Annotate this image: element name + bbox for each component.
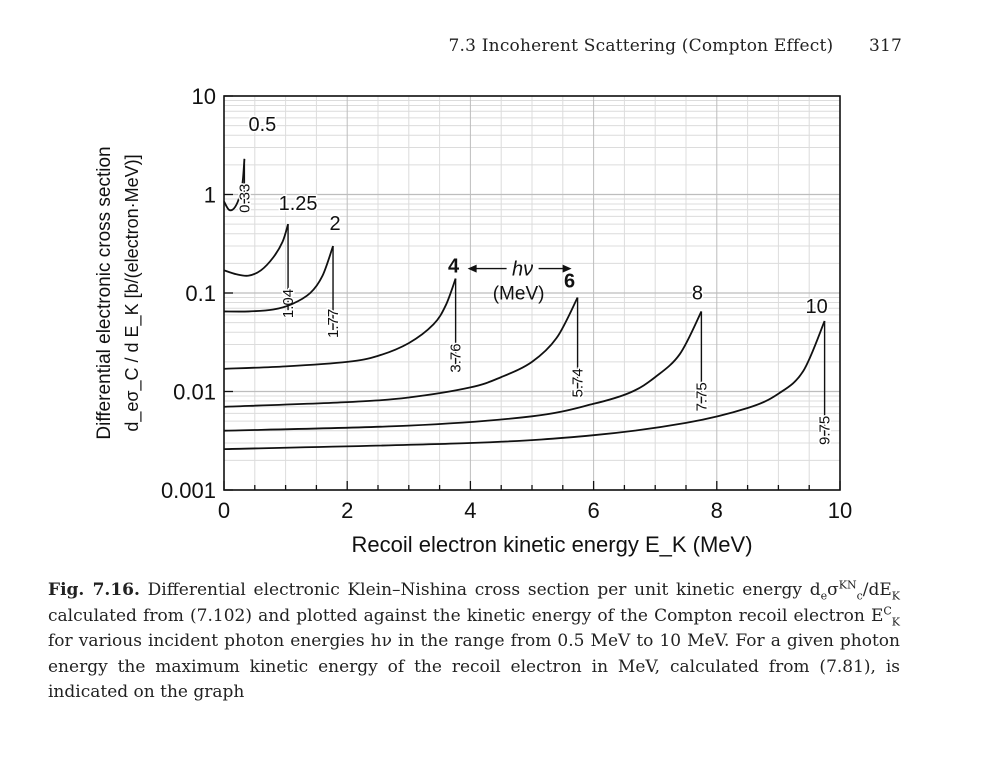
x-axis-title: Recoil electron kinetic energy E_K (MeV) [351, 532, 752, 557]
annotation-arrow-right-head [562, 264, 572, 273]
x-tick-label: 0 [218, 498, 230, 523]
energy-label: 6 [564, 271, 575, 293]
y-axis-title-line1: Differential electronic cross section [94, 146, 115, 439]
page-number: 317 [868, 36, 902, 56]
y-tick-label: 1 [204, 183, 216, 208]
x-tick-label: 8 [711, 498, 723, 523]
emax-label: 9.75 [817, 416, 834, 445]
caption-sup-kn: KN [838, 578, 857, 592]
caption-sub-e: e [820, 589, 828, 603]
energy-label: 8 [692, 282, 703, 304]
caption-sup-c: C [883, 603, 892, 617]
figure-caption: Fig. 7.16. Differential electronic Klein… [48, 578, 900, 706]
curve-2 [223, 245, 334, 313]
x-tick-label: 2 [341, 498, 353, 523]
figure-label: Fig. 7.16. [48, 580, 140, 600]
caption-math-d: d [809, 580, 821, 600]
caption-sub-k: K [891, 589, 900, 603]
caption-line-3b: for various incident photon energies hν … [48, 631, 505, 651]
energy-label: 10 [805, 296, 827, 318]
running-head: 7.3 Incoherent Scattering (Compton Effec… [449, 36, 902, 56]
emax-label: 1.04 [280, 289, 297, 318]
emax-label: 5.74 [570, 368, 587, 397]
curve-10 [223, 320, 826, 451]
curve-6 [223, 297, 579, 408]
curve-0-5 [223, 158, 246, 212]
curve-8 [223, 311, 703, 432]
curve-1-25 [223, 223, 289, 277]
section-title: 7.3 Incoherent Scattering (Compton Effec… [448, 36, 834, 56]
x-tick-label: 6 [587, 498, 599, 523]
curve-4 [223, 278, 457, 370]
caption-sigma: σ [827, 580, 839, 600]
caption-line-2: calculated from (7.102) and plotted agai… [48, 605, 648, 626]
energy-label: 0.5 [248, 114, 276, 136]
y-tick-label: 0.1 [185, 281, 216, 306]
caption-sub-k2: K [891, 614, 900, 628]
emax-label: 3.76 [448, 343, 465, 372]
y-tick-label: 10 [192, 84, 216, 109]
emax-label: 0.33 [236, 184, 253, 213]
cross-section-chart: 0 2 4 6 8 10 0.001 0.01 0.1 1 10 Recoil electron ki… [94, 84, 852, 557]
x-tick-label: 4 [464, 498, 476, 523]
caption-line-5: of the recoil electron in MeV, calculate… [48, 656, 901, 703]
emax-label: 1.77 [325, 309, 342, 338]
energy-label: 1.25 [279, 193, 318, 215]
caption-de: /dE [862, 580, 892, 600]
caption-line-4: from 0.5 MeV to 10 MeV. For a given phot… [48, 631, 900, 677]
annotation-unit: (MeV) [493, 284, 545, 305]
energy-label: 4 [448, 256, 460, 278]
annotation-arrow-left-head [467, 264, 477, 273]
annotation-hv: hν [512, 259, 533, 281]
caption-line-1: Differential electronic Klein–Nishina cr… [147, 580, 802, 600]
caption-sub-c: c [856, 589, 863, 603]
emax-label: 7.75 [693, 382, 710, 411]
y-axis-title-line2: d_eσ_C / d E_K [b/(electron·MeV)] [122, 154, 143, 431]
x-tick-label: 10 [828, 498, 852, 523]
y-tick-label: 0.01 [173, 380, 216, 405]
y-tick-label: 0.001 [161, 478, 216, 503]
energy-label: 2 [329, 213, 340, 235]
caption-line-3a: Compton recoil electron E [654, 605, 884, 626]
